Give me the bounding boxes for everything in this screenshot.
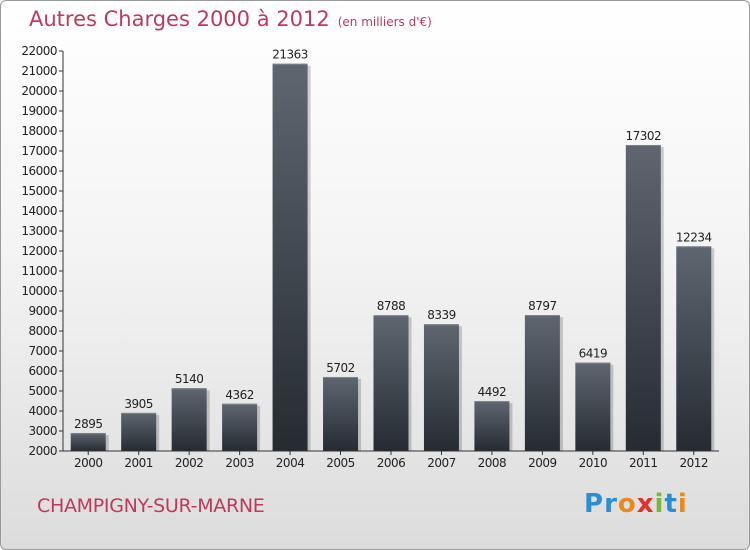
bar-data-label: 5702 bbox=[326, 361, 355, 375]
bar-data-label: 3905 bbox=[124, 397, 153, 411]
bar bbox=[222, 403, 258, 451]
y-tick-label: 10000 bbox=[21, 284, 57, 298]
x-axis: 2000 2001 2002 2003 2004 2005 2006 2007 2008 2009… bbox=[63, 450, 719, 470]
bar bbox=[524, 315, 560, 451]
bar bbox=[474, 401, 510, 451]
y-tick-label: 22000 bbox=[21, 44, 57, 58]
y-tick-label: 5000 bbox=[28, 384, 57, 398]
chart-title: Autres Charges 2000 à 2012 (en milliers d… bbox=[29, 7, 432, 31]
y-tick-label: 15000 bbox=[21, 184, 57, 198]
x-tick-label: 2011 bbox=[629, 456, 658, 470]
bar bbox=[323, 376, 359, 451]
bar-data-label: 5140 bbox=[175, 372, 204, 386]
logo-letter: o bbox=[617, 489, 637, 519]
bar bbox=[171, 388, 207, 451]
y-tick-label: 8000 bbox=[28, 324, 57, 338]
y-tick-label: 13000 bbox=[21, 224, 57, 238]
y-tick-label: 12000 bbox=[21, 244, 57, 258]
bar bbox=[575, 362, 611, 451]
y-tick-label: 16000 bbox=[21, 164, 57, 178]
y-tick-label: 2000 bbox=[28, 444, 57, 458]
bar-data-label: 8339 bbox=[427, 308, 456, 322]
bar bbox=[272, 63, 308, 452]
bar bbox=[121, 412, 157, 451]
x-tick-label: 2009 bbox=[528, 456, 557, 470]
bar-data-label: 12234 bbox=[676, 230, 712, 244]
x-tick-label: 2007 bbox=[427, 456, 456, 470]
logo-letter: i bbox=[654, 489, 665, 519]
bar-data-label: 8788 bbox=[377, 299, 406, 313]
chart-subtitle: (en milliers d'€) bbox=[337, 15, 432, 29]
logo-letter: t bbox=[664, 489, 678, 519]
x-tick-label: 2005 bbox=[326, 456, 355, 470]
y-tick-label: 9000 bbox=[28, 304, 57, 318]
y-axis: 2000 3000 4000 5000 6000 7000 8000 9000 10000 110… bbox=[21, 44, 64, 458]
x-tick-label: 2002 bbox=[175, 456, 204, 470]
y-tick-label: 7000 bbox=[28, 344, 57, 358]
y-tick-label: 20000 bbox=[21, 84, 57, 98]
bar-data-label: 21363 bbox=[272, 48, 308, 62]
y-tick-label: 17000 bbox=[21, 144, 57, 158]
bar bbox=[625, 144, 661, 451]
bar-data-label: 17302 bbox=[625, 129, 661, 143]
x-tick-label: 2000 bbox=[74, 456, 103, 470]
x-tick-label: 2003 bbox=[225, 456, 254, 470]
x-tick-label: 2012 bbox=[679, 456, 708, 470]
y-tick-label: 21000 bbox=[21, 64, 57, 78]
y-tick-label: 14000 bbox=[21, 204, 57, 218]
logo-letter: i bbox=[677, 489, 688, 519]
x-tick-label: 2010 bbox=[579, 456, 608, 470]
bar bbox=[423, 324, 459, 451]
y-tick-label: 3000 bbox=[28, 424, 57, 438]
logo-letter: x bbox=[636, 489, 655, 519]
chart-title-text: Autres Charges 2000 à 2012 bbox=[29, 7, 330, 31]
y-tick-label: 11000 bbox=[21, 264, 57, 278]
bar-data-label: 6419 bbox=[579, 347, 608, 361]
bar-data-label: 2895 bbox=[74, 417, 103, 431]
city-name: CHAMPIGNY-SUR-MARNE bbox=[37, 495, 265, 517]
x-tick-label: 2001 bbox=[124, 456, 153, 470]
y-tick-label: 18000 bbox=[21, 124, 57, 138]
bar bbox=[373, 315, 409, 451]
bar bbox=[70, 433, 106, 451]
logo-letter: r bbox=[604, 489, 618, 519]
bar-data-label: 4492 bbox=[478, 385, 507, 399]
bars: 2895 3905 5140 4362 21363 5702 8788 8339 4492 879… bbox=[70, 48, 715, 452]
bar-data-label: 4362 bbox=[225, 388, 254, 402]
x-tick-label: 2004 bbox=[276, 456, 305, 470]
y-tick-label: 6000 bbox=[28, 364, 57, 378]
proxiti-logo[interactable]: Proxiti bbox=[584, 489, 688, 519]
x-tick-label: 2008 bbox=[478, 456, 507, 470]
x-tick-label: 2006 bbox=[377, 456, 406, 470]
y-tick-label: 19000 bbox=[21, 104, 57, 118]
y-tick-label: 4000 bbox=[28, 404, 57, 418]
bar-data-label: 8797 bbox=[528, 299, 557, 313]
logo-letter: P bbox=[584, 489, 605, 519]
bar bbox=[676, 246, 712, 451]
